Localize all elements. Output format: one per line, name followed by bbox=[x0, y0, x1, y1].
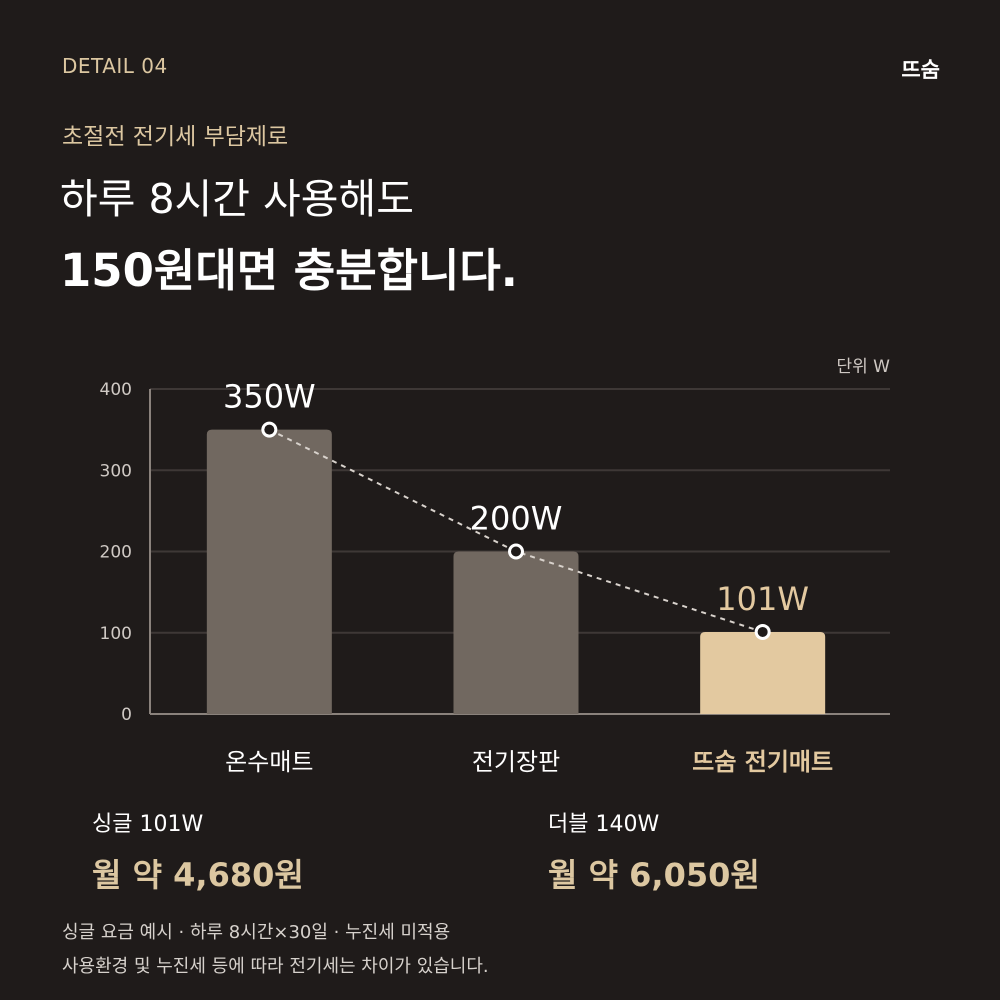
bar-chart: 0 100 200 300 400 350W 온수매트 200W 전기장판 101W 뜨숨 전기매트 bbox=[100, 378, 890, 776]
chart-bars bbox=[206, 429, 826, 714]
value-label-1: 200W bbox=[470, 500, 563, 538]
category-label-2: 뜨숨 전기매트 bbox=[692, 748, 833, 776]
brand-logo-text: 뜨숨 bbox=[901, 58, 940, 82]
footnote-2: 사용환경 및 누진세 등에 따라 전기세는 차이가 있습니다. bbox=[62, 956, 489, 977]
headline-line-2: 150원대면 충분합니다. bbox=[60, 244, 518, 297]
y-tick-label: 0 bbox=[121, 705, 132, 725]
trend-marker-2 bbox=[757, 626, 768, 637]
detail-label: DETAIL 04 bbox=[62, 54, 168, 78]
bar-0 bbox=[206, 429, 332, 714]
subtitle: 초절전 전기세 부담제로 bbox=[62, 124, 289, 150]
trend-line bbox=[268, 428, 763, 633]
value-label-0: 350W bbox=[223, 378, 316, 416]
category-label-1: 전기장판 bbox=[472, 748, 560, 776]
plan-double-price: 월 약 6,050원 bbox=[548, 856, 760, 894]
plan-double-name: 더블 140W bbox=[548, 812, 660, 837]
plan-single-price: 월 약 4,680원 bbox=[92, 856, 304, 894]
category-label-0: 온수매트 bbox=[225, 748, 313, 776]
y-tick-label: 300 bbox=[100, 461, 132, 481]
footnote-1: 싱글 요금 예시 · 하루 8시간×30일 · 누진세 미적용 bbox=[62, 922, 451, 943]
trend-marker-0 bbox=[264, 424, 275, 435]
y-tick-label: 200 bbox=[100, 543, 132, 563]
value-label-2: 101W bbox=[716, 580, 809, 618]
trend-marker-1 bbox=[511, 546, 521, 557]
bar-2 bbox=[700, 631, 826, 714]
chart-trend-line bbox=[261, 421, 771, 640]
plan-single: 싱글 101W 월 약 4,680원 bbox=[92, 806, 304, 896]
plan-single-name: 싱글 101W bbox=[92, 812, 204, 837]
y-tick-label: 400 bbox=[100, 380, 132, 400]
y-tick-label: 100 bbox=[100, 624, 132, 644]
chart-labels: 0 100 200 300 400 350W 온수매트 200W 전기장판 101W 뜨숨 전기매트 bbox=[100, 378, 834, 776]
chart-unit-label: 단위 W bbox=[836, 357, 891, 377]
plan-double: 더블 140W 월 약 6,050원 bbox=[548, 806, 760, 896]
headline-line-1: 하루 8시간 사용해도 bbox=[60, 175, 414, 223]
bar-1 bbox=[453, 551, 579, 714]
